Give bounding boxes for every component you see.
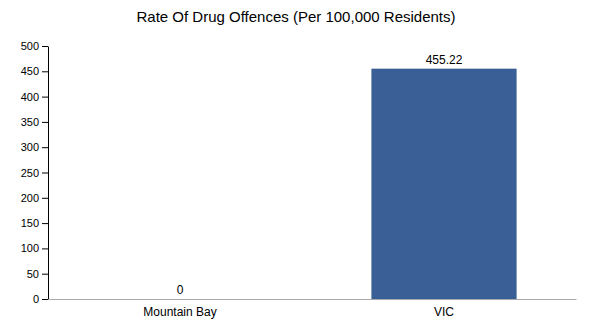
x-tick: Mountain Bay <box>143 305 216 319</box>
x-axis-line <box>49 299 577 300</box>
y-tick-mark <box>42 122 48 123</box>
y-tick-label: 150 <box>21 217 39 229</box>
y-tick-label: 50 <box>27 268 39 280</box>
y-tick-label: 250 <box>21 167 39 179</box>
y-tick: 250 <box>21 167 48 179</box>
y-tick: 200 <box>21 192 48 204</box>
data-labels: 0 455.22 <box>177 53 463 297</box>
y-tick-label: 500 <box>21 40 39 52</box>
y-axis: 0 50 100 150 200 250 300 350 400 450 500 <box>21 40 49 305</box>
title: Rate Of Drug Offences (Per 100,000 Resid… <box>136 8 455 25</box>
y-tick-mark <box>42 46 48 47</box>
y-tick: 400 <box>21 91 48 103</box>
bar <box>107 299 252 300</box>
y-tick-mark <box>42 198 48 199</box>
bar <box>371 69 516 299</box>
y-tick-mark <box>42 248 48 249</box>
y-tick-label: 200 <box>21 192 39 204</box>
y-tick-label: 300 <box>21 141 39 153</box>
y-tick: 450 <box>21 65 48 77</box>
y-tick-mark <box>42 223 48 224</box>
data-label: 455.22 <box>426 53 463 67</box>
y-tick-label: 100 <box>21 242 39 254</box>
y-tick-mark <box>42 274 48 275</box>
y-tick: 350 <box>21 116 48 128</box>
x-tick-label: VIC <box>434 305 454 319</box>
y-tick-mark <box>42 97 48 98</box>
chart: Rate Of Drug Offences (Per 100,000 Resid… <box>0 0 592 333</box>
data-label: 0 <box>177 283 184 297</box>
x-tick-label: Mountain Bay <box>143 305 216 319</box>
y-tick-label: 0 <box>33 293 39 305</box>
y-tick-mark <box>42 71 48 72</box>
y-axis-line <box>48 47 49 300</box>
y-tick: 50 <box>27 268 48 280</box>
y-tick-label: 450 <box>21 65 39 77</box>
y-tick-mark <box>42 299 48 300</box>
y-tick: 500 <box>21 40 48 52</box>
plot: 0 50 100 150 200 250 300 350 400 450 500 Mountain B… <box>21 40 577 319</box>
y-tick-label: 400 <box>21 91 39 103</box>
y-tick: 300 <box>21 141 48 153</box>
x-tick: VIC <box>434 305 454 319</box>
x-axis: Mountain Bay VIC <box>49 300 577 319</box>
y-tick: 150 <box>21 217 48 229</box>
y-tick-mark <box>42 173 48 174</box>
y-tick: 0 <box>33 293 48 305</box>
y-tick-label: 350 <box>21 116 39 128</box>
bars <box>371 69 516 299</box>
y-tick-mark <box>42 147 48 148</box>
y-tick: 100 <box>21 242 48 254</box>
